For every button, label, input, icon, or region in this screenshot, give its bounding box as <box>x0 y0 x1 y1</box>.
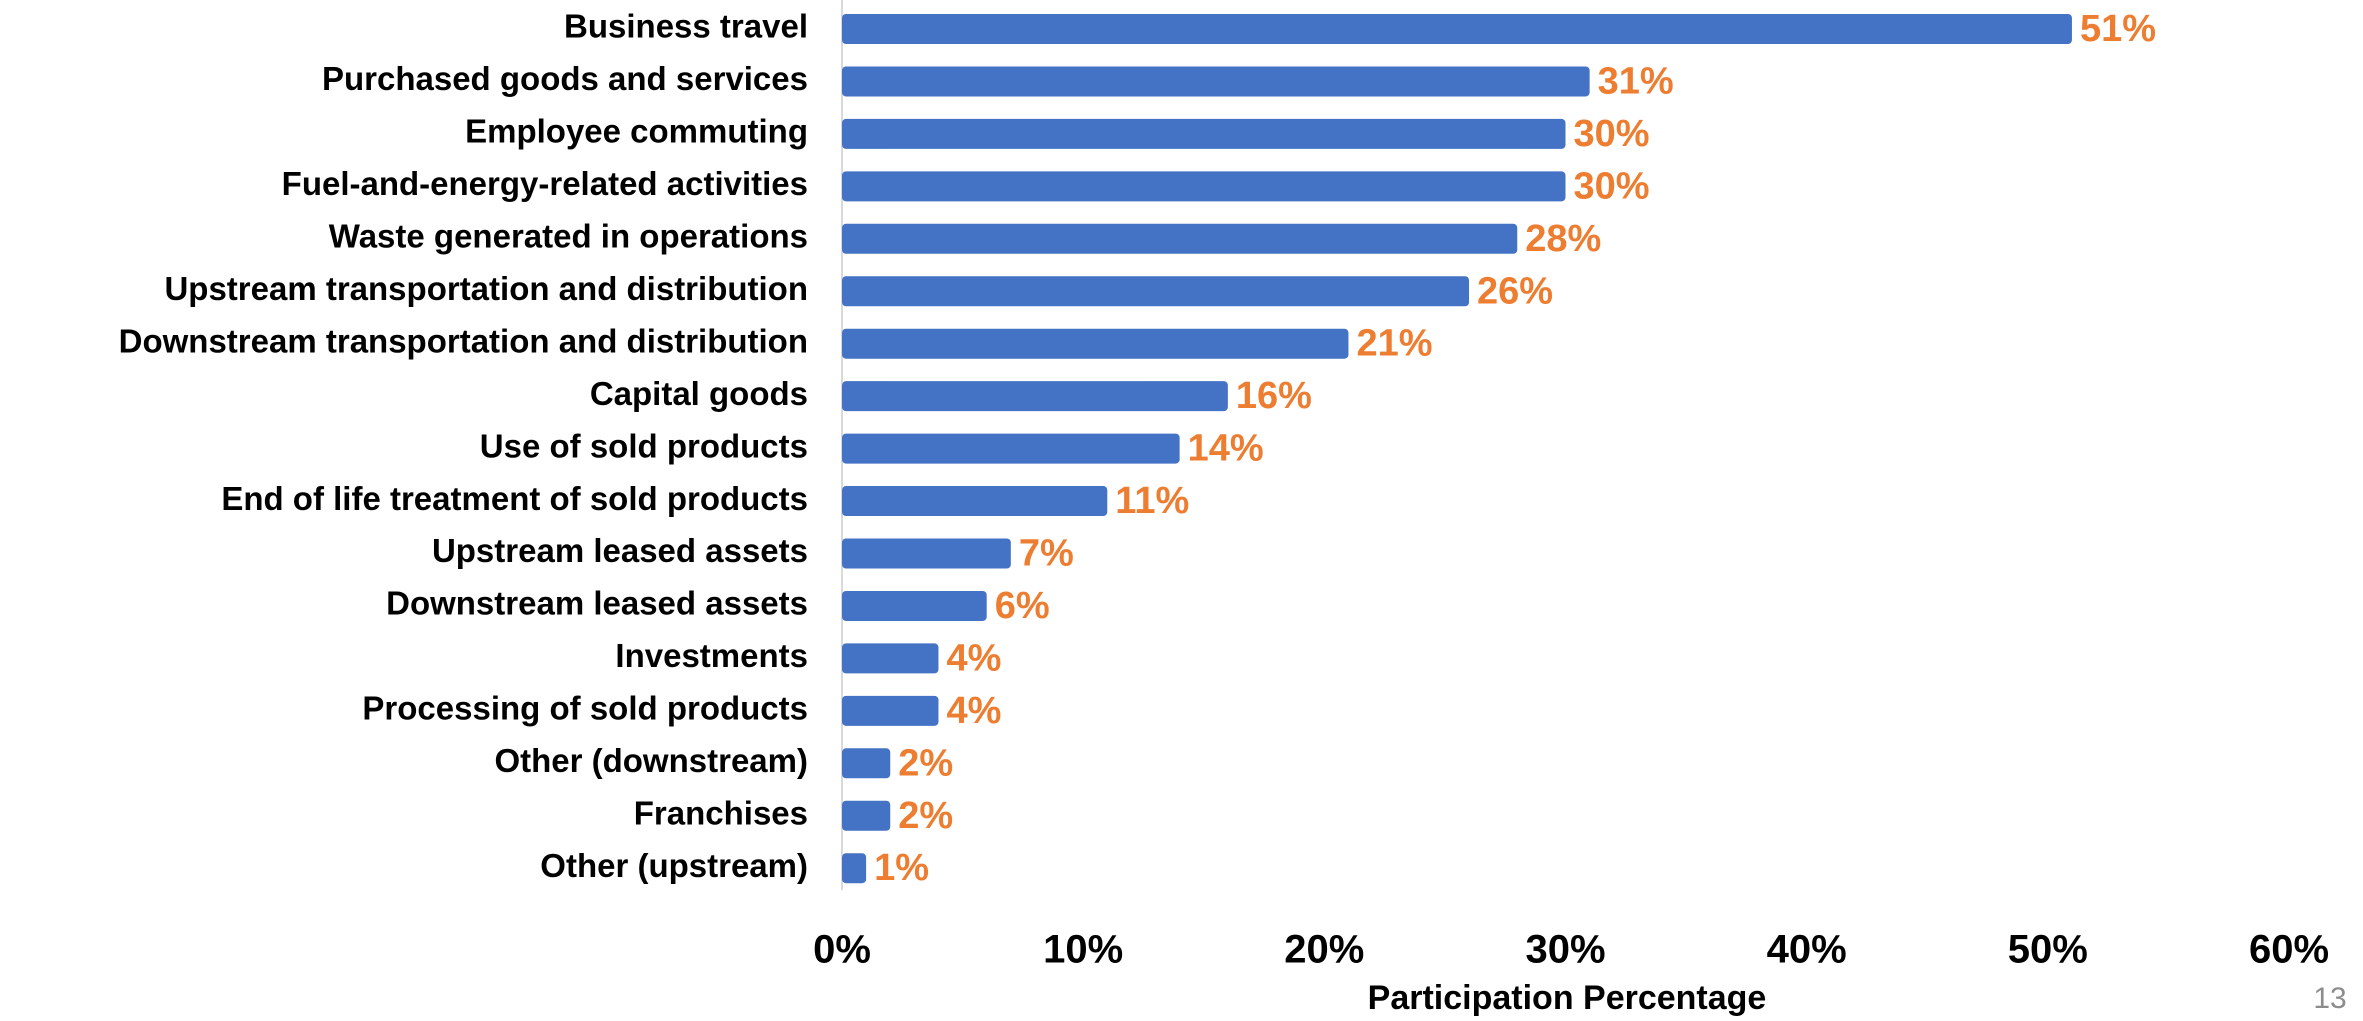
x-tick-label: 50% <box>2008 928 2088 972</box>
y-tick-label: Franchises <box>634 794 808 831</box>
x-tick-label: 40% <box>1767 928 1847 972</box>
page-number: 13 <box>2313 982 2346 1015</box>
bar <box>842 486 1108 517</box>
bar <box>842 748 891 779</box>
value-label: 7% <box>1019 533 1074 575</box>
bar <box>842 381 1228 412</box>
y-tick-label: Processing of sold products <box>362 690 808 727</box>
x-tick-label: 30% <box>1525 928 1605 972</box>
bar <box>842 14 2072 44</box>
y-tick-label: Downstream transportation and distributi… <box>119 322 808 359</box>
bar <box>842 590 987 621</box>
value-label: 28% <box>1525 218 1601 260</box>
bar <box>842 800 891 831</box>
bar <box>842 695 939 726</box>
value-label: 2% <box>898 795 953 837</box>
value-label: 2% <box>898 742 953 784</box>
bar <box>842 276 1470 307</box>
x-tick-label: 60% <box>2249 928 2329 972</box>
bar <box>842 853 867 884</box>
y-tick-label: Purchased goods and services <box>322 60 808 97</box>
x-axis-title: Participation Percentage <box>1368 979 1767 1017</box>
x-tick-label: 20% <box>1284 928 1364 972</box>
value-label: 31% <box>1598 60 1674 102</box>
value-label: 30% <box>1574 113 1650 155</box>
value-label: 51% <box>2080 8 2156 50</box>
bar <box>842 328 1349 359</box>
x-tick-label: 0% <box>813 928 871 972</box>
value-label: 14% <box>1188 428 1264 470</box>
bar <box>842 223 1518 254</box>
y-tick-label: Other (downstream) <box>494 742 808 779</box>
y-tick-label: Fuel-and-energy-related activities <box>282 165 808 202</box>
y-tick-label: Employee commuting <box>465 113 808 150</box>
y-tick-label: Other (upstream) <box>540 847 808 884</box>
y-tick-label: Waste generated in operations <box>329 218 808 255</box>
bar <box>842 118 1566 149</box>
bar <box>842 171 1566 202</box>
y-tick-label: Upstream transportation and distribution <box>164 270 808 307</box>
value-label: 4% <box>946 690 1001 732</box>
y-tick-label: Business travel <box>564 8 808 45</box>
x-tick-label: 10% <box>1043 928 1123 972</box>
bar <box>842 643 939 674</box>
value-label: 6% <box>995 585 1050 627</box>
y-tick-label: Downstream leased assets <box>386 585 808 622</box>
value-label: 16% <box>1236 375 1312 417</box>
bar <box>842 66 1590 97</box>
value-label: 26% <box>1477 270 1553 312</box>
value-label: 11% <box>1115 480 1189 522</box>
y-tick-label: Capital goods <box>590 375 808 412</box>
value-label: 1% <box>874 847 929 889</box>
y-tick-label: Investments <box>615 637 808 674</box>
value-label: 4% <box>946 637 1001 679</box>
value-label: 21% <box>1356 323 1432 365</box>
y-tick-label: Use of sold products <box>480 427 808 464</box>
value-label: 30% <box>1574 165 1650 207</box>
y-tick-label: End of life treatment of sold products <box>221 480 808 517</box>
bar <box>842 538 1011 569</box>
y-tick-label: Upstream leased assets <box>432 532 808 569</box>
bar <box>842 433 1180 464</box>
